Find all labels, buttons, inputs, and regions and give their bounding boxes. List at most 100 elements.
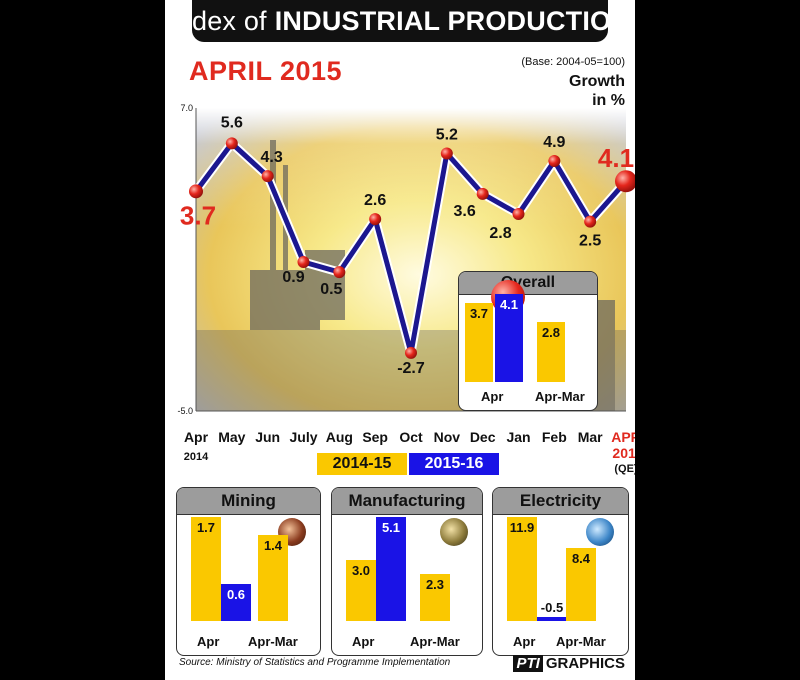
bar-value-label: 2.3: [425, 577, 445, 593]
data-label: 4.3: [261, 149, 283, 166]
bar: [566, 547, 596, 621]
bar: [346, 559, 376, 621]
category-label: Apr: [352, 634, 375, 649]
y-axis-title-line2: in %: [592, 92, 625, 109]
data-point: [476, 187, 489, 200]
bar-value-label: 8.4: [571, 550, 591, 566]
category-label: Apr-Mar: [535, 389, 585, 404]
data-label: 3.6: [454, 203, 476, 220]
x-tick-label: Apr: [184, 429, 209, 445]
y-axis-title-line1: Growth: [569, 73, 625, 90]
legend-2014-15: 2014-15: [317, 453, 407, 475]
x-tick-label: Jan: [506, 429, 530, 445]
x-tick-label: Dec: [470, 429, 496, 445]
data-label: 0.9: [282, 269, 304, 286]
data-point: [369, 213, 382, 226]
category-label: Apr-Mar: [248, 634, 298, 649]
bar-value-label: -0.5: [540, 599, 564, 615]
infographic-card: 7.0 -5.0 3.7 5.6 4.3 0.9 0.5 2.6 -2.7 5.2 3.6 2.8 4…: [165, 0, 635, 680]
factory-icon: [440, 518, 468, 546]
title-main: INDUSTRIAL PRODUCTION: [274, 5, 631, 36]
bar-value-label: 11.9: [509, 520, 535, 535]
data-point: [440, 147, 453, 160]
y-axis-title: Growth in %: [569, 72, 625, 110]
x-note: (QE): [614, 463, 635, 475]
bar: [507, 517, 537, 621]
x-tick-label: Nov: [434, 429, 461, 445]
x-tick-label: Jun: [255, 429, 280, 445]
bar: [376, 517, 406, 621]
x-tick-sublabel: 2015: [612, 445, 635, 461]
panel-electricity: Electricity 11.9 -0.5 8.4 Apr Apr-Mar: [492, 487, 629, 656]
bar: [537, 616, 567, 621]
title-banner: Index of INDUSTRIAL PRODUCTION: [169, 0, 631, 42]
data-point: [584, 215, 597, 228]
category-label: Apr: [513, 634, 536, 649]
category-label: Apr-Mar: [410, 634, 460, 649]
data-point: [548, 155, 561, 168]
data-point: [512, 208, 525, 221]
x-tick-label: Aug: [326, 429, 353, 445]
bar-value-label: 1.4: [263, 538, 283, 554]
panel-title: Manufacturing: [332, 488, 482, 515]
credit-text: GRAPHICS: [545, 655, 625, 672]
data-point: [297, 256, 310, 269]
panel-title: Electricity: [493, 488, 628, 515]
bar-value-label: 2.8: [541, 324, 561, 340]
x-tick-label: July: [289, 429, 317, 445]
category-label: Apr: [197, 634, 220, 649]
data-label: 4.9: [543, 134, 565, 151]
x-tick-label: Feb: [542, 429, 567, 445]
category-label: Apr: [481, 389, 504, 404]
overall-panel: Overall 3.7 4.1 2.8 Apr Apr-Mar: [458, 271, 598, 411]
bar: [221, 584, 251, 621]
title-prefix: Index of: [169, 5, 267, 36]
x-tick-label: APR: [611, 429, 635, 445]
data-point: [225, 137, 238, 150]
bar: [191, 517, 221, 621]
bar: [495, 294, 523, 382]
x-tick-label: Mar: [578, 429, 603, 445]
bar-value-label: 0.6: [226, 587, 246, 603]
data-label: 3.7: [180, 200, 216, 230]
data-label: -2.7: [397, 360, 425, 377]
x-tick-label: May: [218, 429, 245, 445]
bar: [420, 574, 450, 621]
bar-value-label: 5.1: [381, 520, 401, 535]
data-point: [333, 266, 346, 279]
pti-logo: PTI: [513, 655, 543, 672]
bar-value-label: 3.0: [351, 562, 371, 578]
y-tick-label: 7.0: [180, 103, 193, 113]
bar-value-label: 3.7: [469, 305, 489, 321]
panel-mining: Mining 1.7 0.6 1.4 Apr Apr-Mar: [176, 487, 321, 656]
x-tick-label: Oct: [399, 429, 423, 445]
data-label: 5.2: [436, 126, 458, 143]
base-note: (Base: 2004-05=100): [521, 56, 625, 68]
x-tick-label: Sep: [362, 429, 388, 445]
subtitle: APRIL 2015: [189, 56, 343, 86]
power-tower-icon: [586, 518, 614, 546]
panel-title: Mining: [177, 488, 320, 515]
data-label: 2.6: [364, 192, 386, 209]
data-label: 0.5: [320, 281, 342, 298]
data-point: [261, 170, 274, 183]
bar: [465, 302, 493, 382]
data-point: [189, 184, 203, 199]
y-tick-label: -5.0: [177, 406, 193, 416]
bar: [537, 321, 565, 382]
data-label: 4.1: [598, 143, 634, 173]
bar: [258, 535, 288, 621]
bar-value-label: 1.7: [196, 520, 216, 535]
legend-2015-16: 2015-16: [409, 453, 499, 475]
data-label: 2.8: [489, 225, 511, 242]
category-label: Apr-Mar: [556, 634, 606, 649]
x-tick-sublabel: 2014: [184, 451, 209, 463]
data-point: [405, 346, 417, 359]
data-label: 2.5: [579, 233, 601, 250]
data-label: 5.6: [221, 114, 243, 131]
credit: PTI GRAPHICS: [513, 655, 625, 672]
overall-title: Overall: [459, 272, 597, 295]
source-note: Source: Ministry of Statistics and Progr…: [179, 657, 451, 668]
bar-value-label: 4.1: [499, 297, 519, 312]
panel-manufacturing: Manufacturing 3.0 5.1 2.3 Apr Apr-Mar: [331, 487, 483, 656]
